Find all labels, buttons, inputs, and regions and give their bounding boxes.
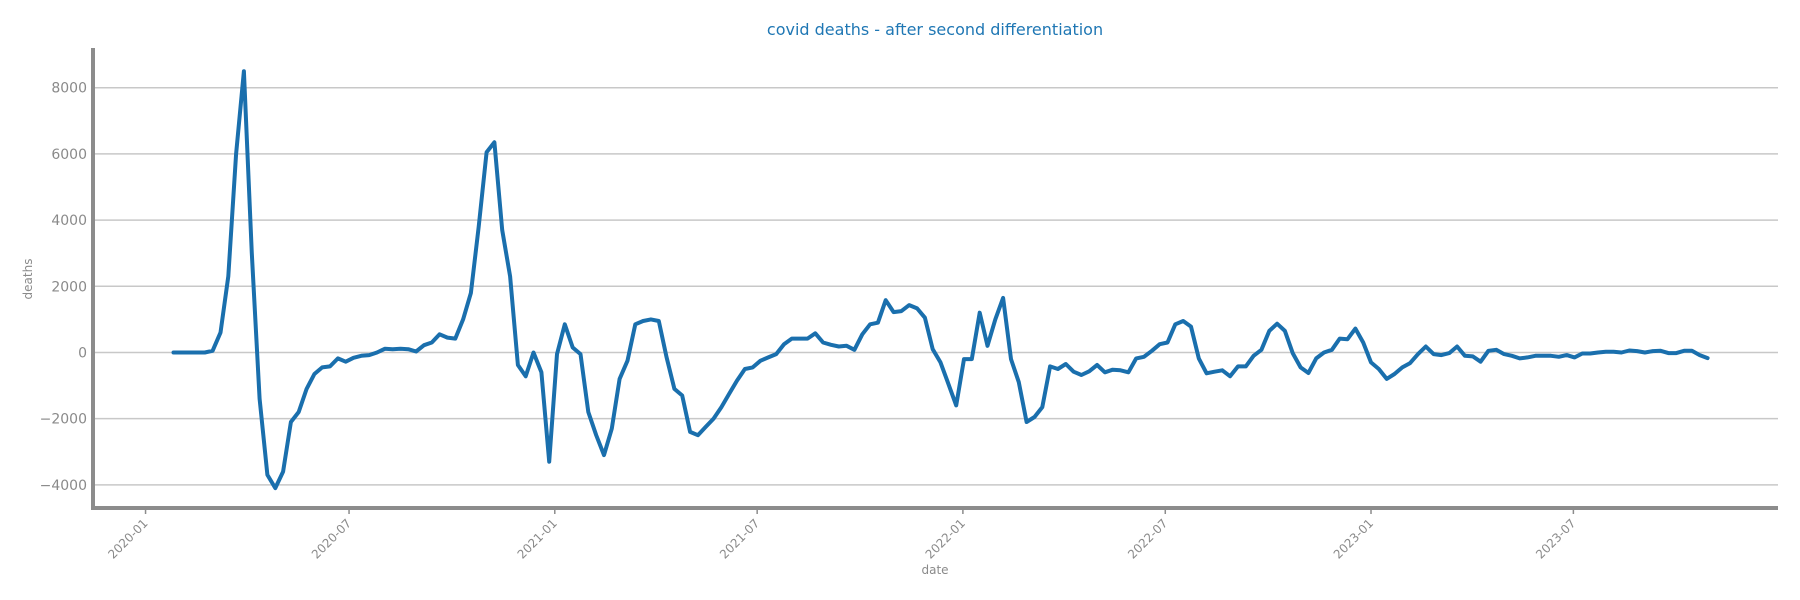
y-axis-label: deaths [21, 259, 35, 300]
x-tick-label: 2021-01 [515, 516, 560, 561]
x-tick-label: 2022-01 [923, 516, 968, 561]
x-tick-label: 2020-01 [105, 516, 150, 561]
y-tick-label: −4000 [40, 478, 87, 494]
x-tick-label: 2023-07 [1533, 516, 1578, 561]
x-axis: 2020-01 2020-07 2021-01 2021-07 2022-01 2022-… [105, 508, 1579, 562]
y-tick-label: 0 [78, 345, 87, 361]
x-axis-label: date [921, 563, 948, 577]
y-tick-label: −2000 [40, 412, 87, 428]
series-layer [171, 69, 1710, 491]
series-line [171, 69, 1710, 491]
x-tick-label: 2021-07 [717, 516, 762, 561]
y-tick-label: 6000 [51, 147, 87, 163]
y-tick-label: 2000 [51, 279, 87, 295]
y-axis: 8000 6000 4000 2000 0 −2000 −4000 [40, 81, 87, 494]
x-tick-label: 2020-07 [309, 516, 354, 561]
x-tick-label: 2022-07 [1125, 516, 1170, 561]
x-tick-label: 2023-01 [1331, 516, 1376, 561]
y-tick-label: 4000 [51, 213, 87, 229]
chart-title: covid deaths - after second differentiat… [767, 20, 1103, 39]
gridlines [93, 86, 1778, 486]
y-tick-label: 8000 [51, 81, 87, 97]
